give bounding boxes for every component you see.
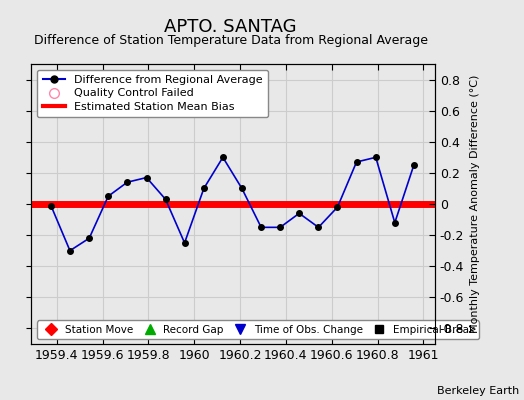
Legend: Station Move, Record Gap, Time of Obs. Change, Empirical Break: Station Move, Record Gap, Time of Obs. C… [37, 320, 479, 339]
Text: Difference of Station Temperature Data from Regional Average: Difference of Station Temperature Data f… [34, 34, 428, 47]
Text: Berkeley Earth: Berkeley Earth [436, 386, 519, 396]
Y-axis label: Monthly Temperature Anomaly Difference (°C): Monthly Temperature Anomaly Difference (… [470, 75, 480, 333]
Text: APTO. SANTAG: APTO. SANTAG [165, 18, 297, 36]
